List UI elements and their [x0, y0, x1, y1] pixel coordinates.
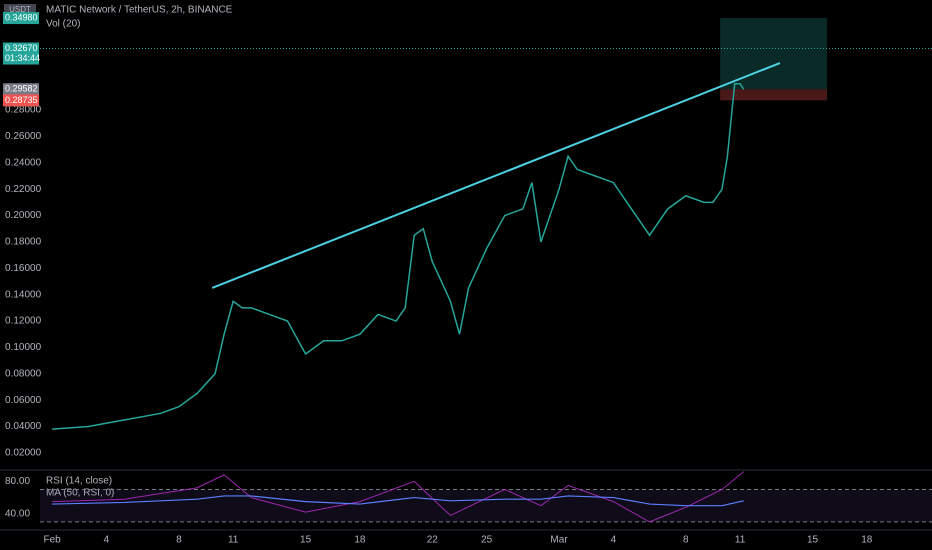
x-tick-label: 4 — [104, 535, 110, 546]
currency: USDT — [9, 5, 31, 14]
rsi-band — [40, 489, 932, 522]
y-tick-label: 0.14000 — [5, 289, 42, 300]
price-label: 0.34980 — [5, 12, 38, 22]
y-tick-label: 0.20000 — [5, 210, 42, 221]
price-line-series — [52, 82, 745, 430]
y-tick-label: 0.12000 — [5, 316, 42, 327]
y-tick-label: 0.24000 — [5, 157, 42, 168]
x-tick-label: 15 — [300, 535, 312, 546]
y-tick-label: 0.06000 — [5, 395, 42, 406]
x-tick-label: Mar — [550, 535, 568, 546]
y-tick-label: 0.16000 — [5, 263, 42, 274]
y-tick-label: 0.26000 — [5, 131, 42, 142]
x-tick-label: Feb — [44, 535, 62, 546]
rsi-line — [52, 471, 745, 523]
y-tick-label: 0.02000 — [5, 448, 42, 459]
price-label: 0.29582 — [5, 84, 38, 94]
y-tick-label: 0.10000 — [5, 342, 42, 353]
price-label: 0.32670 — [5, 43, 38, 53]
y-tick-label: 0.04000 — [5, 421, 42, 432]
x-tick-label: 8 — [176, 535, 182, 546]
x-tick-label: 18 — [354, 535, 366, 546]
rsi-tick-label: 80.00 — [5, 476, 30, 487]
trendline — [211, 62, 781, 289]
target-zone — [720, 18, 827, 90]
price-label: 0.28735 — [5, 95, 38, 105]
y-tick-label: 0.08000 — [5, 368, 42, 379]
y-tick-label: 0.22000 — [5, 184, 42, 195]
rsi-tick-label: 40.00 — [5, 508, 30, 519]
currency-tag — [4, 4, 36, 15]
x-tick-label: 4 — [611, 535, 617, 546]
price-label-bg — [3, 94, 39, 107]
x-tick-label: 25 — [481, 535, 493, 546]
y-tick-label: 0.28000 — [5, 105, 42, 116]
x-tick-label: 8 — [683, 535, 689, 546]
chart-title: MATIC Network / TetherUS, 2h, BINANCE — [46, 5, 233, 16]
price-label-bg — [3, 83, 39, 96]
price-label-bg — [3, 42, 39, 65]
rsi-ma-line — [52, 495, 744, 507]
x-tick-label: 11 — [228, 535, 239, 546]
x-tick-label: 11 — [735, 535, 746, 546]
stop-zone — [720, 89, 827, 101]
x-tick-label: 18 — [861, 535, 873, 546]
volume-label: Vol (20) — [46, 19, 80, 30]
rsi-ma-title: MA (50, RSI, 0) — [46, 488, 114, 499]
rsi-title: RSI (14, close) — [46, 476, 112, 487]
x-tick-label: 22 — [427, 535, 439, 546]
price-label-bg — [3, 12, 39, 25]
x-tick-label: 15 — [807, 535, 819, 546]
y-tick-label: 0.18000 — [5, 237, 42, 248]
price-timer: 01:34:44 — [5, 53, 40, 63]
